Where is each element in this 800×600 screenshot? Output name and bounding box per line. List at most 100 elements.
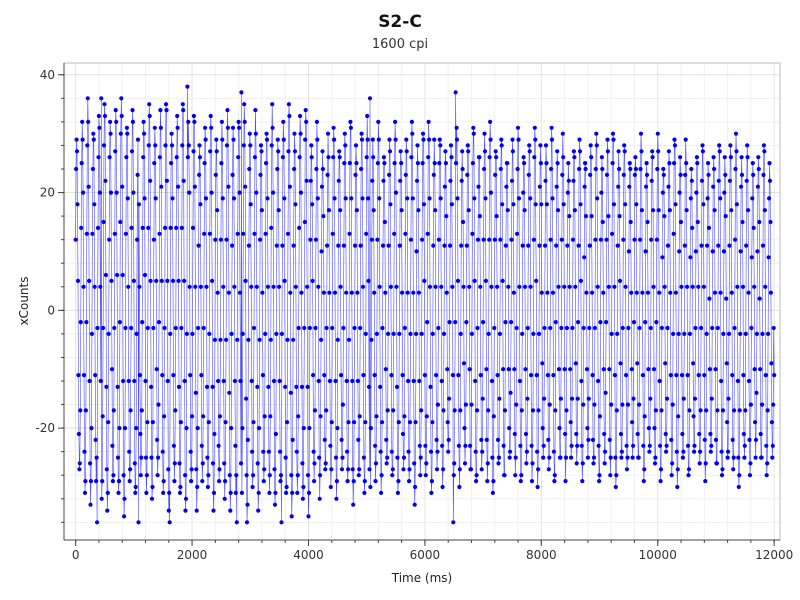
data-point (302, 325, 307, 331)
data-point (349, 196, 354, 201)
data-point (685, 373, 690, 378)
data-point (98, 378, 103, 384)
data-point (343, 196, 348, 201)
data-point (163, 225, 168, 230)
data-point (726, 449, 731, 454)
data-point (502, 408, 508, 413)
data-point (432, 137, 437, 142)
data-point (136, 202, 142, 207)
data-point (642, 414, 647, 419)
data-point (283, 455, 288, 460)
data-point (416, 208, 421, 213)
data-point (140, 225, 145, 230)
data-point (440, 484, 445, 490)
data-point (113, 149, 118, 154)
data-point (373, 479, 378, 484)
data-point (590, 373, 595, 378)
data-point (730, 437, 735, 442)
data-point (581, 402, 586, 407)
data-point (122, 514, 127, 519)
data-point (672, 143, 678, 148)
data-point (307, 426, 312, 431)
data-point (92, 202, 97, 207)
data-point (397, 243, 402, 248)
data-point (348, 119, 353, 124)
data-point (673, 202, 678, 207)
data-point (656, 208, 661, 213)
data-point (114, 119, 119, 124)
data-point (604, 172, 610, 177)
data-point (441, 331, 447, 336)
data-point (313, 237, 318, 242)
data-point (516, 137, 521, 142)
data-point (434, 467, 440, 472)
data-point (100, 414, 105, 419)
data-point (617, 214, 622, 219)
data-point (230, 172, 235, 177)
data-point (294, 449, 299, 454)
data-point (660, 190, 666, 195)
data-point (505, 208, 510, 213)
data-point (690, 225, 695, 230)
data-point (620, 402, 625, 407)
data-point (517, 378, 523, 384)
data-point (207, 331, 212, 336)
data-point (294, 384, 299, 389)
data-point (583, 214, 589, 219)
data-point (500, 202, 505, 207)
data-point (153, 196, 158, 201)
data-point (567, 284, 572, 289)
data-point (548, 325, 553, 331)
data-point (389, 373, 394, 378)
data-point (641, 443, 646, 448)
data-point (96, 113, 101, 119)
data-point (259, 208, 264, 213)
data-point (765, 408, 770, 413)
data-point (610, 231, 615, 236)
data-point (597, 473, 602, 478)
data-point (315, 137, 320, 142)
data-point (394, 284, 399, 289)
data-point (628, 219, 633, 225)
data-point (618, 431, 624, 437)
data-point (128, 467, 133, 472)
data-point (255, 384, 260, 389)
data-point (253, 108, 258, 113)
data-point (235, 231, 240, 236)
data-point (175, 113, 180, 119)
data-point (522, 284, 528, 289)
data-point (707, 367, 713, 372)
data-point (152, 125, 157, 130)
data-point (491, 479, 496, 484)
data-point (526, 172, 531, 177)
data-point (595, 196, 600, 201)
data-point (288, 390, 293, 395)
data-point (156, 455, 161, 460)
data-point (281, 119, 286, 124)
data-point (746, 378, 752, 384)
data-point (430, 331, 435, 336)
data-point (92, 284, 97, 289)
data-point (284, 484, 289, 490)
data-point (158, 125, 163, 130)
data-point (142, 196, 147, 201)
data-point (268, 414, 273, 419)
data-point (398, 178, 403, 183)
data-point (458, 331, 463, 336)
data-point (354, 208, 359, 213)
data-point (502, 473, 507, 478)
data-point (225, 125, 230, 130)
data-point (695, 161, 700, 166)
data-point (459, 178, 464, 183)
data-point (138, 431, 143, 437)
data-point (127, 449, 132, 454)
data-point (232, 378, 237, 384)
data-point (79, 161, 84, 166)
data-point (383, 290, 388, 295)
data-point (208, 113, 213, 119)
data-point (254, 284, 259, 289)
data-point (232, 284, 237, 289)
data-point (461, 284, 466, 289)
data-point (106, 331, 111, 336)
data-point (341, 243, 346, 248)
